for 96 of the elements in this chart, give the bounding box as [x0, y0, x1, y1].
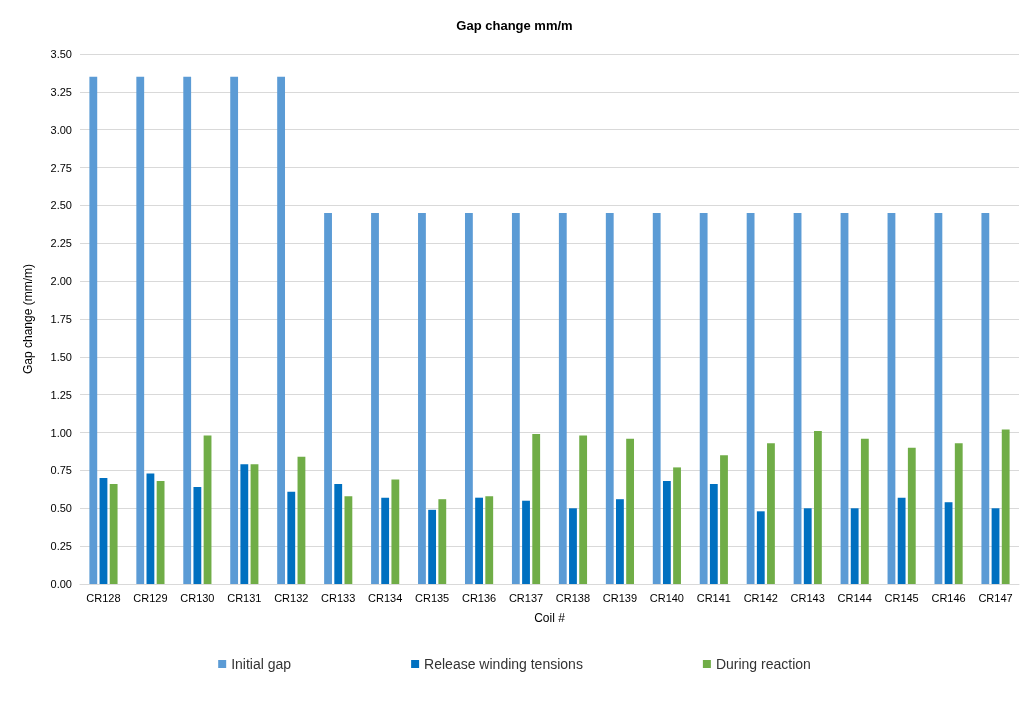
bar	[277, 76, 286, 584]
bar	[605, 213, 614, 584]
x-tick-label: CR143	[790, 591, 825, 604]
bar	[240, 464, 249, 584]
y-tick-label: 1.50	[50, 350, 72, 363]
y-tick-label: 2.75	[50, 161, 72, 174]
y-tick-label: 0.25	[50, 540, 72, 553]
bar	[287, 491, 296, 584]
bar	[767, 443, 775, 584]
x-tick-label: CR146	[931, 591, 966, 604]
bar	[579, 435, 588, 584]
bar	[813, 431, 822, 584]
y-tick-label: 0.75	[50, 464, 72, 477]
legend-label: Initial gap	[231, 656, 292, 672]
bar	[324, 213, 332, 584]
bar	[391, 479, 400, 584]
bar	[850, 508, 859, 584]
bar	[418, 213, 426, 584]
bar	[626, 438, 635, 584]
x-tick-label: CR144	[837, 591, 872, 604]
bar	[954, 443, 963, 584]
y-tick-label: 2.50	[50, 199, 72, 212]
x-tick-label: CR139	[602, 591, 638, 604]
bar	[1001, 429, 1010, 584]
bar	[230, 76, 239, 584]
y-axis-title: Gap change (mm/m)	[21, 263, 35, 375]
x-tick-label: CR129	[133, 591, 168, 604]
bar	[475, 497, 483, 584]
y-tick-label: 2.25	[50, 237, 72, 250]
x-tick-label: CR141	[696, 591, 731, 604]
x-axis-title: Coil #	[534, 611, 566, 625]
x-tick-label: CR130	[180, 591, 215, 604]
bar	[558, 213, 567, 584]
y-tick-label: 3.00	[50, 123, 72, 136]
x-tick-label: CR142	[743, 591, 778, 604]
bar	[250, 464, 259, 584]
y-tick-label: 2.00	[50, 275, 72, 288]
x-tick-label: CR132	[274, 591, 309, 604]
bar	[485, 496, 494, 584]
legend-label: Release winding tensions	[424, 656, 583, 672]
bar	[344, 496, 353, 584]
bar	[532, 434, 541, 584]
x-tick-label: CR134	[368, 591, 403, 604]
x-tick-label: CR131	[227, 591, 262, 604]
bar	[146, 473, 155, 584]
bar	[860, 438, 869, 584]
bar	[183, 76, 192, 584]
y-tick-label: 3.25	[50, 85, 72, 98]
bar	[109, 484, 118, 584]
bar	[934, 213, 943, 584]
bar	[522, 500, 530, 584]
bar	[746, 213, 755, 584]
bar	[511, 213, 520, 584]
x-tick-label: CR138	[555, 591, 591, 604]
bar	[662, 481, 671, 584]
y-tick-label: 1.75	[50, 313, 72, 325]
bar	[907, 447, 916, 584]
bar	[981, 213, 990, 584]
bar	[803, 508, 812, 584]
bar	[89, 76, 98, 584]
bar	[334, 484, 343, 584]
bar	[438, 499, 447, 584]
x-tick-label: CR147	[978, 591, 1013, 604]
y-tick-label: 1.25	[50, 388, 72, 401]
bar	[99, 478, 108, 584]
y-tick-label: 0.00	[50, 578, 72, 590]
bar	[673, 467, 681, 584]
chart-title: Gap change mm/m	[456, 18, 573, 33]
bar	[709, 484, 718, 584]
bar	[991, 508, 1000, 584]
bar	[381, 497, 390, 584]
y-tick-label: 0.50	[50, 502, 72, 515]
x-tick-label: CR133	[321, 591, 356, 604]
x-tick-label: CR128	[86, 591, 121, 604]
bar	[616, 499, 624, 584]
x-tick-label: CR145	[884, 591, 919, 604]
x-tick-label: CR137	[508, 591, 544, 604]
x-tick-label: CR135	[415, 591, 450, 604]
bar	[652, 213, 661, 584]
bar	[193, 487, 202, 584]
bar	[720, 455, 728, 584]
bar	[944, 502, 953, 584]
y-tick-label: 3.50	[50, 48, 72, 60]
bar	[756, 511, 765, 584]
x-tick-label: CR140	[649, 591, 684, 604]
bar	[371, 213, 379, 584]
bar	[136, 76, 145, 584]
bar	[428, 509, 437, 584]
bar	[569, 508, 577, 584]
bar	[897, 497, 906, 584]
legend-label: During reaction	[715, 656, 811, 672]
y-tick-label: 1.00	[50, 426, 72, 439]
x-tick-label: CR136	[461, 591, 497, 604]
bar	[699, 213, 708, 584]
bar	[156, 481, 165, 584]
bar	[464, 213, 473, 584]
